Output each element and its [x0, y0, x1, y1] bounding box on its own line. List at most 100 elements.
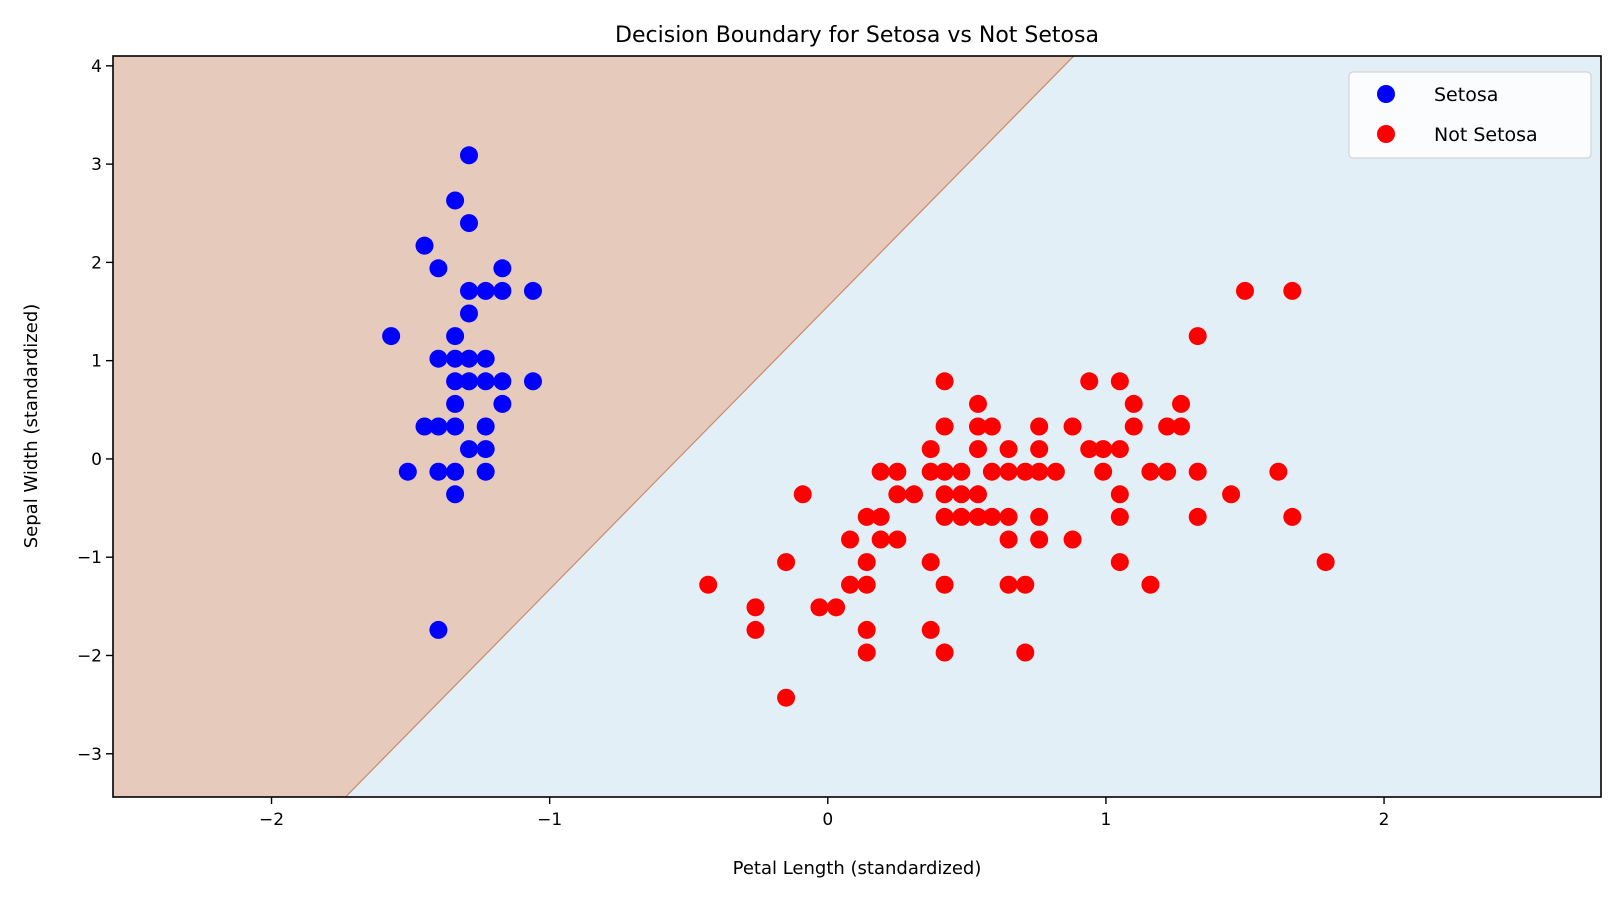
- y-tick-label: 0: [91, 450, 102, 470]
- not-setosa-point: [1110, 507, 1129, 526]
- not-setosa-point: [1222, 485, 1241, 504]
- setosa-point: [415, 236, 434, 255]
- setosa-point: [446, 394, 465, 413]
- setosa-point: [429, 462, 448, 481]
- not-setosa-point: [777, 553, 796, 572]
- y-tick-label: 4: [91, 57, 102, 77]
- x-axis-ticks: −2 −1 0 1 2: [259, 797, 1389, 830]
- setosa-point: [493, 394, 512, 413]
- setosa-point: [476, 417, 495, 436]
- not-setosa-point: [1094, 462, 1113, 481]
- not-setosa-point: [921, 462, 940, 481]
- not-setosa-point: [1030, 507, 1049, 526]
- setosa-point: [460, 281, 479, 300]
- not-setosa-point: [841, 530, 860, 549]
- setosa-point: [476, 462, 495, 481]
- setosa-point: [446, 349, 465, 368]
- setosa-point: [460, 349, 479, 368]
- setosa-point: [523, 281, 542, 300]
- setosa-point: [476, 349, 495, 368]
- not-setosa-point: [1016, 643, 1035, 662]
- not-setosa-point: [1110, 553, 1129, 572]
- not-setosa-point: [1188, 462, 1207, 481]
- y-tick-label: −3: [77, 745, 102, 765]
- setosa-point: [523, 372, 542, 391]
- not-setosa-point: [935, 507, 954, 526]
- plot-frame: [112, 55, 1602, 798]
- not-setosa-point: [999, 507, 1018, 526]
- not-setosa-point: [857, 620, 876, 639]
- not-setosa-point: [857, 575, 876, 594]
- not-setosa-point: [1046, 462, 1065, 481]
- not-setosa-point: [982, 417, 1001, 436]
- setosa-point: [446, 485, 465, 504]
- not-setosa-point: [1235, 281, 1254, 300]
- setosa-point: [446, 462, 465, 481]
- not-setosa-point: [1063, 530, 1082, 549]
- not-setosa-point: [952, 462, 971, 481]
- not-setosa-point: [1063, 417, 1082, 436]
- setosa-point: [429, 620, 448, 639]
- legend-box: [1348, 71, 1592, 159]
- setosa-point: [460, 146, 479, 165]
- region-setosa: [113, 56, 1074, 797]
- not-setosa-point: [1016, 462, 1035, 481]
- not-setosa-point: [841, 575, 860, 594]
- setosa-point: [493, 259, 512, 278]
- data-points: [382, 146, 1335, 707]
- setosa-point: [429, 259, 448, 278]
- not-setosa-point: [1172, 417, 1191, 436]
- legend-marker-setosa: [1377, 85, 1395, 103]
- not-setosa-point: [982, 507, 1001, 526]
- setosa-point: [460, 304, 479, 323]
- setosa-point: [460, 372, 479, 391]
- not-setosa-point: [968, 440, 987, 459]
- setosa-point: [382, 327, 401, 346]
- not-setosa-point: [935, 643, 954, 662]
- not-setosa-point: [699, 575, 718, 594]
- not-setosa-point: [1080, 372, 1099, 391]
- setosa-point: [446, 372, 465, 391]
- not-setosa-point: [888, 530, 907, 549]
- not-setosa-point: [1141, 462, 1160, 481]
- y-axis-ticks: −3 −2 −1 0 1 2 3 4: [77, 57, 113, 765]
- setosa-point: [493, 372, 512, 391]
- setosa-point: [446, 191, 465, 210]
- x-tick-label: 2: [1379, 810, 1390, 830]
- not-setosa-point: [935, 462, 954, 481]
- not-setosa-point: [888, 462, 907, 481]
- not-setosa-point: [1188, 507, 1207, 526]
- not-setosa-point: [793, 485, 812, 504]
- not-setosa-point: [1110, 372, 1129, 391]
- not-setosa-point: [1283, 281, 1302, 300]
- not-setosa-point: [810, 598, 829, 617]
- setosa-point: [460, 214, 479, 233]
- y-tick-label: 2: [91, 253, 102, 273]
- not-setosa-point: [777, 688, 796, 707]
- x-tick-label: −2: [259, 810, 284, 830]
- not-setosa-point: [1124, 417, 1143, 436]
- not-setosa-point: [935, 485, 954, 504]
- not-setosa-point: [952, 485, 971, 504]
- not-setosa-point: [857, 507, 876, 526]
- not-setosa-point: [921, 620, 940, 639]
- not-setosa-point: [999, 462, 1018, 481]
- not-setosa-point: [1172, 394, 1191, 413]
- legend: Setosa Not Setosa: [1348, 71, 1592, 159]
- setosa-point: [415, 417, 434, 436]
- not-setosa-point: [746, 598, 765, 617]
- y-tick-label: 1: [91, 352, 102, 372]
- setosa-point: [446, 417, 465, 436]
- setosa-point: [398, 462, 417, 481]
- not-setosa-point: [1030, 440, 1049, 459]
- not-setosa-point: [952, 507, 971, 526]
- setosa-point: [429, 349, 448, 368]
- not-setosa-point: [968, 394, 987, 413]
- legend-label-not-setosa: Not Setosa: [1434, 124, 1538, 146]
- decision-regions: [113, 56, 1601, 797]
- setosa-point: [493, 281, 512, 300]
- y-tick-label: 3: [91, 155, 102, 175]
- setosa-point: [446, 327, 465, 346]
- x-tick-label: −1: [537, 810, 562, 830]
